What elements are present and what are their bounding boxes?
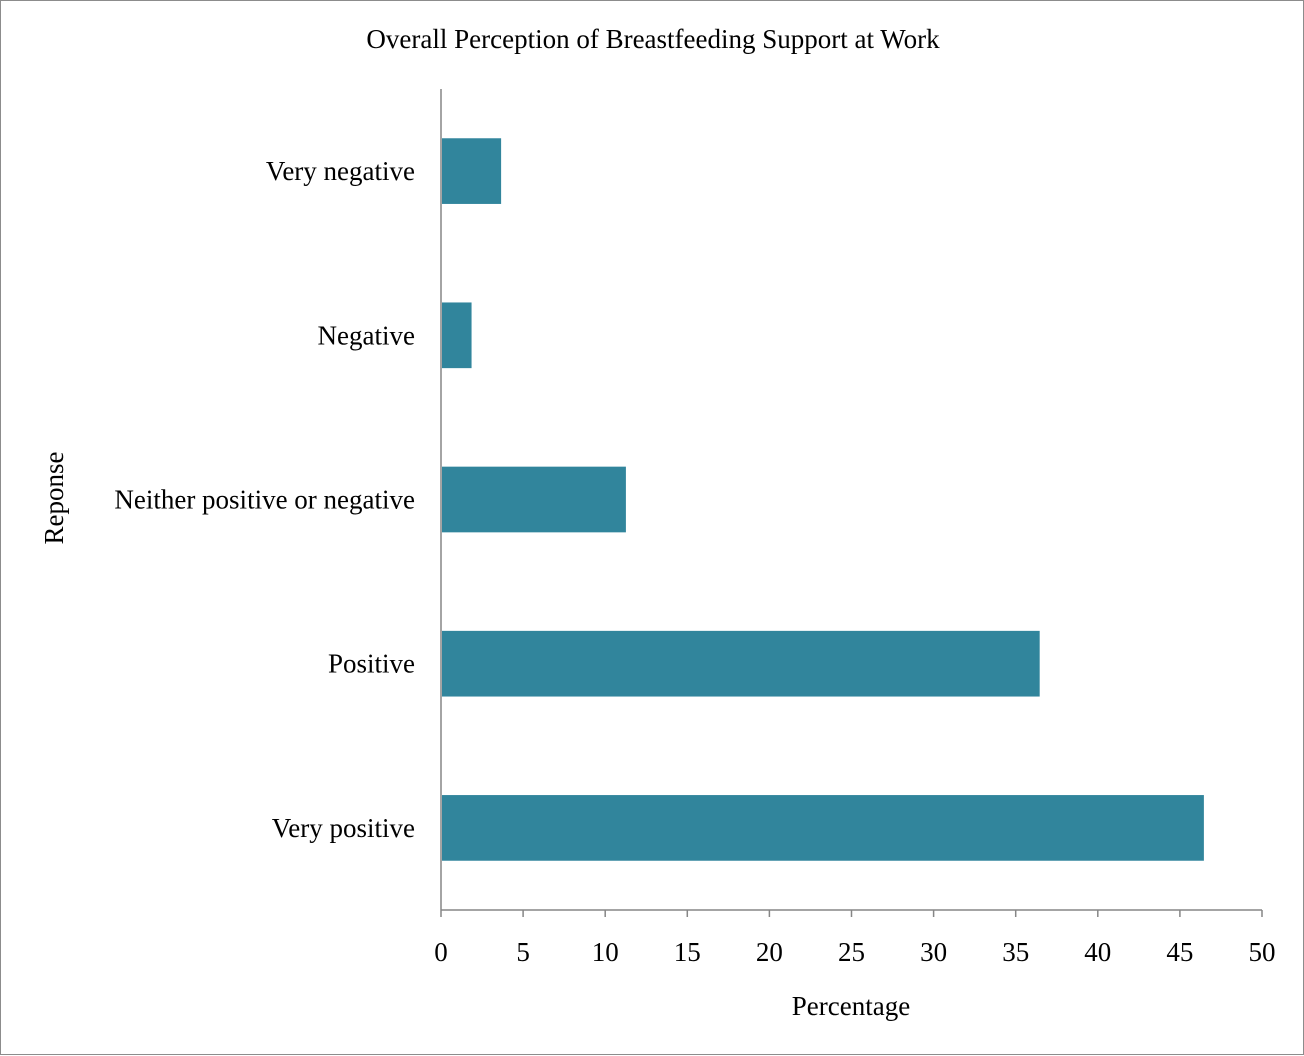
y-axis-title: Reponse bbox=[39, 451, 69, 544]
x-tick-label: 45 bbox=[1166, 937, 1193, 967]
category-label: Very negative bbox=[266, 156, 415, 186]
x-axis-title: Percentage bbox=[792, 991, 910, 1021]
category-label: Very positive bbox=[272, 813, 415, 843]
x-tick-label: 35 bbox=[1002, 937, 1029, 967]
x-tick-label: 10 bbox=[592, 937, 619, 967]
bar-negative bbox=[442, 302, 472, 369]
category-label: Positive bbox=[328, 649, 415, 679]
bar-neither-positive-or-negative bbox=[442, 466, 626, 533]
x-tick-label: 0 bbox=[434, 937, 448, 967]
bar-positive bbox=[442, 630, 1040, 697]
category-label: Negative bbox=[318, 320, 415, 350]
bar-very-negative bbox=[442, 138, 502, 204]
category-label: Neither positive or negative bbox=[114, 485, 415, 515]
x-tick-label: 20 bbox=[756, 937, 783, 967]
x-axis-ticks: 0 5 10 15 20 25 30 35 40 45 50 bbox=[434, 910, 1276, 967]
x-tick-label: 40 bbox=[1084, 937, 1111, 967]
chart-title: Overall Perception of Breastfeeding Supp… bbox=[366, 24, 940, 54]
x-tick-label: 5 bbox=[516, 937, 530, 967]
x-tick-label: 50 bbox=[1249, 937, 1276, 967]
category-labels: Very negative Negative Neither positive or… bbox=[114, 156, 415, 843]
x-tick-label: 25 bbox=[838, 937, 865, 967]
bar-very-positive bbox=[442, 795, 1204, 861]
x-tick-label: 30 bbox=[920, 937, 947, 967]
x-tick-label: 15 bbox=[674, 937, 701, 967]
bars-group bbox=[442, 138, 1204, 861]
